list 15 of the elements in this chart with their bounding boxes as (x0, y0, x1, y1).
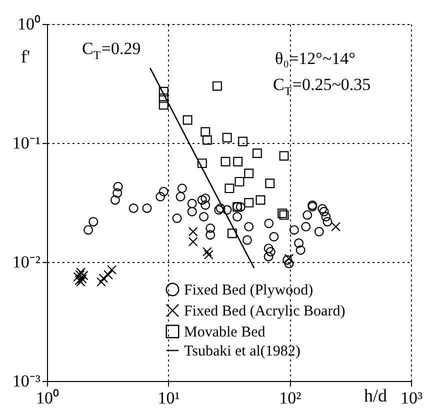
x-tick-label: 10¹ (158, 388, 180, 408)
annotation: θ₀=12°~14° (275, 49, 356, 68)
legend-label: Fixed Bed (Plywood) (184, 282, 314, 298)
x-tick-label: 10⁰ (36, 388, 59, 408)
legend-label: Movable Bed (184, 324, 266, 340)
x-axis-title: h/d (364, 386, 388, 406)
y-tick-label: 10⁻² (12, 252, 40, 272)
legend-label: Tsubaki et al(1982) (184, 344, 300, 360)
x-tick-label: 10² (279, 388, 302, 408)
x-tick-label: 10³ (400, 388, 423, 408)
y-tick-label: 10⁻³ (12, 372, 40, 390)
y-axis-title: f' (20, 46, 30, 66)
y-tick-label: 10⁻¹ (12, 134, 40, 152)
y-tick-label: 10⁰ (18, 14, 40, 34)
legend-label: Fixed Bed (Acrylic Board) (184, 304, 346, 320)
